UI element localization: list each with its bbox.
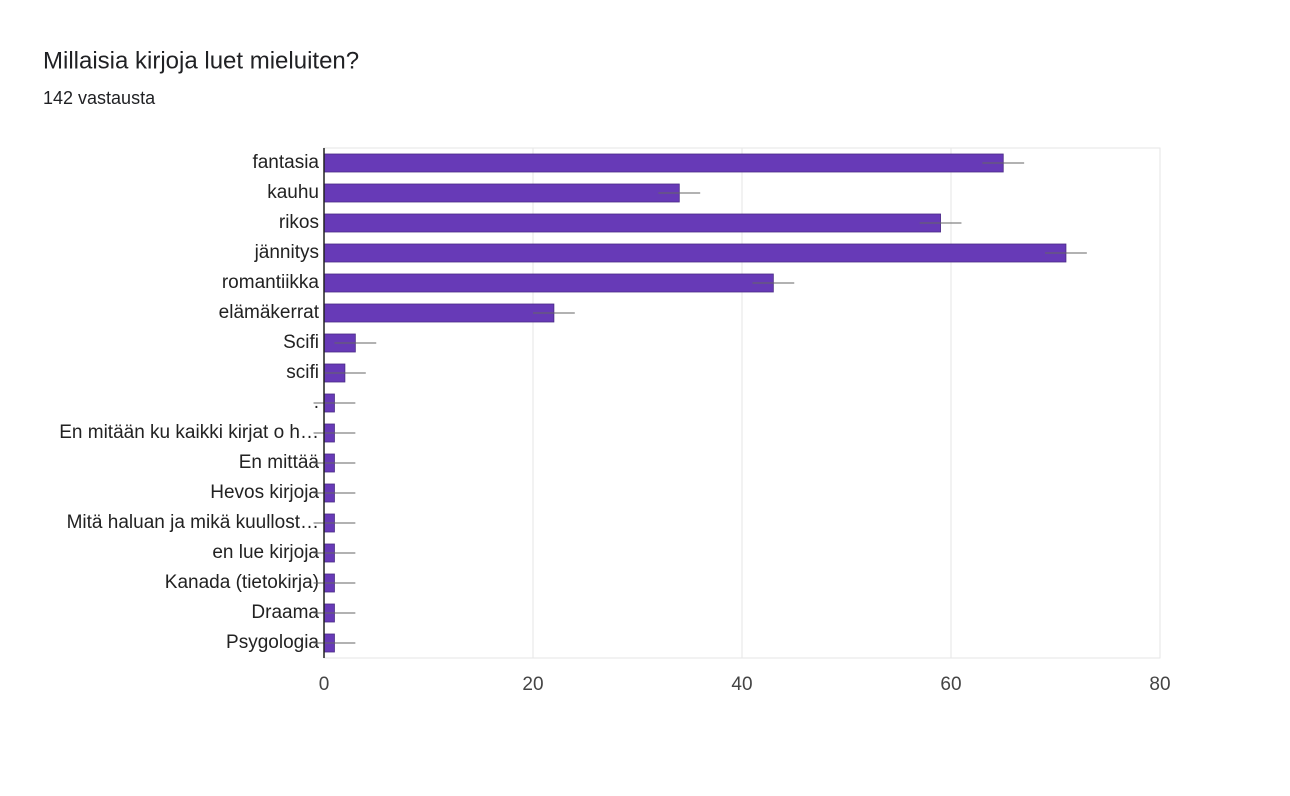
y-tick-label: scifi [286,362,319,383]
y-tick-label: Mitä haluan ja mikä kuullost… [67,512,319,533]
y-tick-label: En mittää [239,452,320,473]
x-tick-label: 80 [1149,674,1170,695]
bar [323,153,1004,173]
y-tick-label: jännitys [254,242,319,263]
bar [323,303,555,323]
x-tick-label: 60 [940,674,961,695]
y-tick-label: Psygologia [226,632,319,653]
bar [323,183,680,203]
chart-title: Millaisia kirjoja luet mieluiten? [43,47,359,74]
y-tick-label: rikos [279,212,319,233]
x-tick-label: 0 [319,674,330,695]
bar [323,243,1067,263]
y-tick-label: Hevos kirjoja [210,482,319,503]
chart-subtitle: 142 vastausta [43,88,156,108]
y-tick-label: En mitään ku kaikki kirjat o h… [59,422,319,443]
y-tick-label: Kanada (tietokirja) [165,572,319,593]
bar [323,273,774,293]
y-tick-label: Draama [251,602,319,623]
y-tick-label: fantasia [252,152,319,173]
y-tick-label: romantiikka [222,272,320,293]
x-tick-label: 40 [731,674,752,695]
x-tick-label: 20 [522,674,543,695]
y-tick-label: kauhu [267,182,319,203]
bar [323,213,941,233]
y-tick-label: Scifi [283,332,319,353]
y-tick-label: elämäkerrat [219,302,320,323]
y-tick-label: en lue kirjoja [212,542,319,563]
